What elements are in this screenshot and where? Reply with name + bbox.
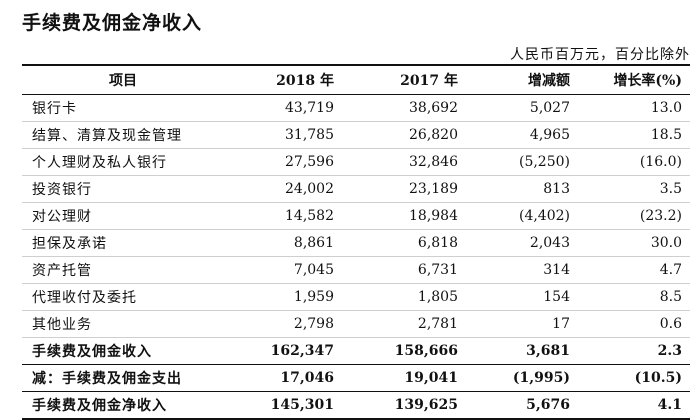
- table-row: 其他业务 2,798 2,781 17 0.6: [22, 310, 690, 338]
- row-change: 5,027: [466, 94, 578, 122]
- row-item: 资产托管: [22, 256, 222, 284]
- row-item: 银行卡: [22, 94, 222, 122]
- table-row: 结算、清算及现金管理 31,785 26,820 4,965 18.5: [22, 121, 690, 149]
- unit-note: 人民币百万元，百分比除外: [510, 47, 690, 63]
- total-row-net-income: 手续费及佣金净收入 145,301 139,625 5,676 4.1: [22, 391, 690, 420]
- table-row: 资产托管 7,045 6,731 314 4.7: [22, 256, 690, 284]
- row-value-2017: 2,781: [342, 310, 466, 338]
- row-item: 担保及承诺: [22, 229, 222, 257]
- row-growth: 2.3: [578, 337, 690, 365]
- row-value-2018: 24,002: [222, 175, 342, 203]
- row-growth: 30.0: [578, 229, 690, 257]
- row-value-2017: 1,805: [342, 283, 466, 311]
- row-change: (5,250): [466, 148, 578, 176]
- row-growth: 4.1: [578, 391, 690, 420]
- row-value-2018: 31,785: [222, 121, 342, 149]
- row-value-2017: 26,820: [342, 121, 466, 149]
- row-item: 代理收付及委托: [22, 283, 222, 311]
- row-item: 投资银行: [22, 175, 222, 203]
- page-title: 手续费及佣金净收入: [22, 12, 203, 34]
- total-row-expense: 减：手续费及佣金支出 17,046 19,041 (1,995) (10.5): [22, 364, 690, 392]
- column-header-2017: 2017 年: [342, 64, 466, 95]
- row-value-2017: 139,625: [342, 391, 466, 420]
- document-page: 手续费及佣金净收入 人民币百万元，百分比除外 项目 2018 年 2017 年 …: [22, 12, 690, 420]
- row-item: 对公理财: [22, 202, 222, 230]
- row-change: 314: [466, 256, 578, 284]
- column-header-2018: 2018 年: [222, 64, 342, 95]
- row-value-2017: 158,666: [342, 337, 466, 365]
- row-item: 手续费及佣金净收入: [22, 391, 222, 420]
- total-row-gross-income: 手续费及佣金收入 162,347 158,666 3,681 2.3: [22, 337, 690, 365]
- row-growth: 13.0: [578, 94, 690, 122]
- row-value-2018: 8,861: [222, 229, 342, 257]
- row-change: 3,681: [466, 337, 578, 365]
- row-value-2017: 23,189: [342, 175, 466, 203]
- table-row: 代理收付及委托 1,959 1,805 154 8.5: [22, 283, 690, 311]
- row-change: 154: [466, 283, 578, 311]
- row-value-2017: 32,846: [342, 148, 466, 176]
- row-change: 5,676: [466, 391, 578, 420]
- row-value-2017: 19,041: [342, 364, 466, 392]
- row-value-2018: 14,582: [222, 202, 342, 230]
- row-value-2017: 6,818: [342, 229, 466, 257]
- fee-commission-table: 项目 2018 年 2017 年 增减额 增长率(%) 银行卡 43,719 3…: [22, 64, 690, 420]
- row-growth: 18.5: [578, 121, 690, 149]
- table-row: 银行卡 43,719 38,692 5,027 13.0: [22, 94, 690, 122]
- table-row: 对公理财 14,582 18,984 (4,402) (23.2): [22, 202, 690, 230]
- column-header-growth: 增长率(%): [578, 64, 690, 95]
- row-value-2018: 145,301: [222, 391, 342, 420]
- table-row: 个人理财及私人银行 27,596 32,846 (5,250) (16.0): [22, 148, 690, 176]
- row-value-2018: 2,798: [222, 310, 342, 338]
- row-change: 4,965: [466, 121, 578, 149]
- row-item: 个人理财及私人银行: [22, 148, 222, 176]
- row-item: 手续费及佣金收入: [22, 337, 222, 365]
- table-header-row: 项目 2018 年 2017 年 增减额 增长率(%): [22, 64, 690, 95]
- row-growth: 4.7: [578, 256, 690, 284]
- row-value-2018: 43,719: [222, 94, 342, 122]
- row-value-2018: 7,045: [222, 256, 342, 284]
- row-item: 减：手续费及佣金支出: [22, 364, 222, 392]
- column-header-change: 增减额: [466, 64, 578, 95]
- row-change: 2,043: [466, 229, 578, 257]
- row-growth: 0.6: [578, 310, 690, 338]
- row-item: 结算、清算及现金管理: [22, 121, 222, 149]
- row-value-2018: 17,046: [222, 364, 342, 392]
- row-value-2017: 38,692: [342, 94, 466, 122]
- row-growth: (23.2): [578, 202, 690, 230]
- row-change: 813: [466, 175, 578, 203]
- row-value-2017: 18,984: [342, 202, 466, 230]
- row-value-2017: 6,731: [342, 256, 466, 284]
- row-item: 其他业务: [22, 310, 222, 338]
- row-change: 17: [466, 310, 578, 338]
- row-value-2018: 27,596: [222, 148, 342, 176]
- row-growth: (16.0): [578, 148, 690, 176]
- row-growth: 8.5: [578, 283, 690, 311]
- column-header-item: 项目: [22, 64, 222, 95]
- row-value-2018: 162,347: [222, 337, 342, 365]
- row-change: (1,995): [466, 364, 578, 392]
- table-row: 投资银行 24,002 23,189 813 3.5: [22, 175, 690, 203]
- row-change: (4,402): [466, 202, 578, 230]
- table-row: 担保及承诺 8,861 6,818 2,043 30.0: [22, 229, 690, 257]
- row-growth: 3.5: [578, 175, 690, 203]
- row-growth: (10.5): [578, 364, 690, 392]
- row-value-2018: 1,959: [222, 283, 342, 311]
